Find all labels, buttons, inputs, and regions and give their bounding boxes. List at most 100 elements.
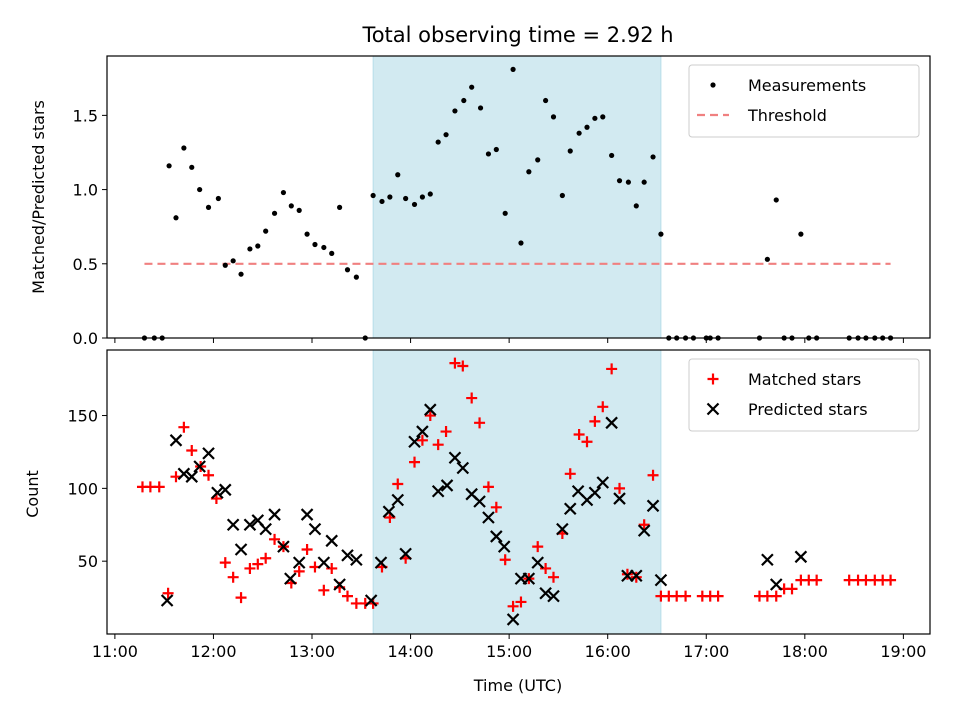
- data-point: [510, 66, 516, 72]
- data-point: [337, 204, 343, 210]
- x-tick-label: 12:00: [190, 642, 236, 661]
- data-point: [638, 519, 650, 531]
- data-point: [761, 553, 774, 567]
- data-point: [193, 460, 206, 473]
- data-point: [547, 571, 559, 583]
- data-point: [177, 467, 191, 481]
- data-point: [243, 518, 257, 532]
- data-point: [773, 197, 779, 203]
- data-point: [162, 587, 174, 599]
- data-point: [329, 250, 335, 256]
- data-point: [203, 469, 215, 481]
- data-point: [515, 596, 527, 608]
- data-point: [263, 228, 269, 234]
- data-point: [650, 154, 656, 160]
- data-point: [490, 530, 503, 543]
- data-point: [469, 84, 475, 90]
- data-point: [226, 518, 240, 532]
- legend: Measurements Threshold: [688, 64, 920, 138]
- observing-window-region: [372, 349, 662, 635]
- data-point: [559, 192, 565, 199]
- data-point: [576, 130, 582, 136]
- x-tick-label: 17:00: [683, 642, 729, 661]
- data-point: [301, 544, 313, 556]
- data-point: [786, 583, 798, 595]
- data-point: [277, 540, 290, 553]
- data-point: [584, 124, 590, 130]
- plot-frame: [106, 55, 931, 339]
- data-point: [658, 231, 664, 237]
- data-point: [427, 191, 433, 197]
- data-point: [197, 186, 203, 193]
- data-point: [364, 594, 378, 607]
- top-panel: 0.0 0.5 1.0 1.5 Measurements Threshold: [73, 55, 931, 348]
- data-point: [448, 451, 462, 465]
- data-point: [238, 271, 244, 277]
- data-point: [403, 195, 409, 202]
- data-point: [308, 522, 322, 536]
- data-point: [284, 572, 297, 585]
- data-point: [461, 97, 467, 104]
- data-point: [219, 557, 231, 569]
- data-point: [474, 417, 486, 429]
- data-point: [169, 434, 183, 447]
- data-point: [333, 578, 346, 591]
- data-point: [296, 207, 302, 213]
- data-point: [499, 554, 511, 566]
- data-point: [215, 195, 221, 202]
- legend-label: Threshold: [747, 106, 827, 125]
- data-point: [440, 426, 452, 438]
- x-axis-label: Time (UTC): [473, 676, 562, 695]
- top-y-axis-label: Matched/Predicted stars: [29, 100, 48, 294]
- data-point: [318, 584, 330, 596]
- data-point: [764, 256, 770, 262]
- data-point: [794, 550, 808, 564]
- data-point: [543, 97, 549, 104]
- data-point: [605, 416, 618, 430]
- data-point: [588, 486, 602, 500]
- data-point: [387, 194, 393, 200]
- data-point: [408, 435, 421, 449]
- data-point: [252, 558, 264, 570]
- data-point: [885, 574, 897, 586]
- data-point: [547, 589, 560, 603]
- data-point: [540, 562, 552, 574]
- data-point: [271, 210, 278, 216]
- data-point: [424, 410, 436, 422]
- data-point: [526, 169, 532, 175]
- data-point: [440, 479, 454, 492]
- data-point: [312, 241, 318, 248]
- data-point: [457, 360, 469, 372]
- data-point: [211, 486, 224, 500]
- data-point: [606, 363, 618, 375]
- data-point: [218, 483, 232, 497]
- data-point: [370, 192, 376, 199]
- data-point: [300, 508, 314, 521]
- data-point: [518, 240, 524, 246]
- data-point: [186, 444, 198, 456]
- y-tick-label: 1.0: [73, 181, 98, 200]
- data-point: [473, 495, 486, 508]
- data-point: [539, 586, 552, 600]
- data-point: [341, 590, 353, 602]
- data-point: [268, 508, 281, 521]
- data-point: [482, 511, 495, 524]
- data-point: [573, 428, 585, 440]
- data-point: [304, 231, 310, 237]
- data-point: [596, 476, 610, 489]
- data-point: [160, 594, 174, 607]
- data-point: [490, 501, 502, 513]
- data-point: [409, 456, 421, 468]
- data-point: [532, 541, 544, 553]
- data-point: [432, 439, 444, 451]
- data-point: [633, 203, 639, 209]
- data-point: [379, 198, 385, 205]
- data-point: [609, 152, 615, 159]
- data-point: [456, 461, 470, 475]
- x-tick-label: 18:00: [782, 642, 828, 661]
- data-point: [482, 481, 494, 493]
- data-point: [325, 534, 339, 548]
- y-tick-label: 1.5: [73, 106, 98, 125]
- data-point: [181, 145, 187, 151]
